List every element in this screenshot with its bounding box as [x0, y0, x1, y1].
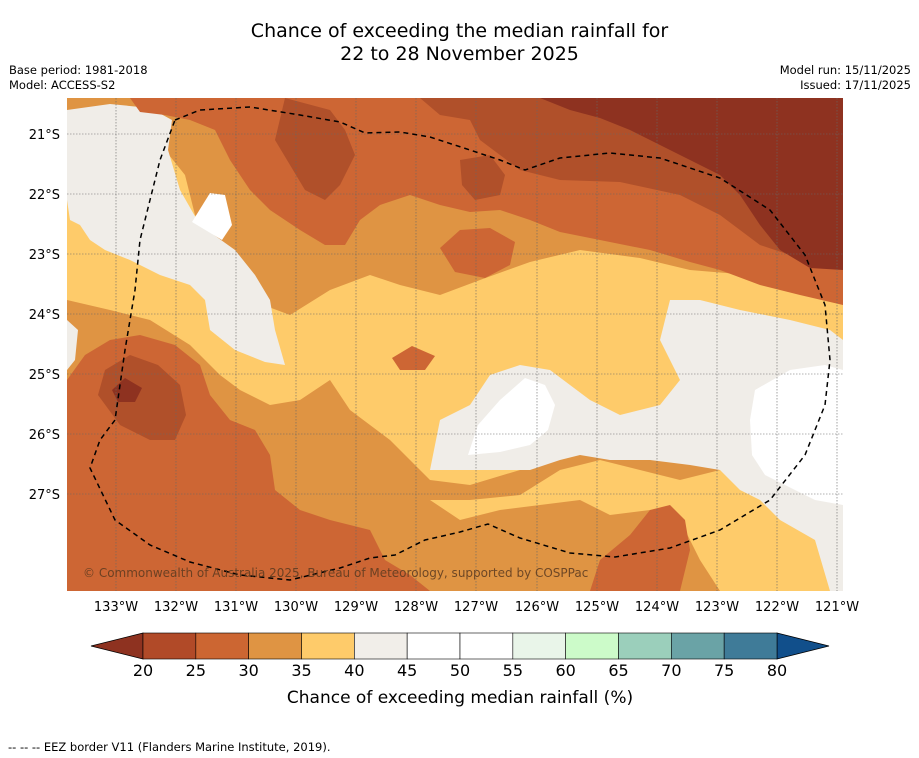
- contour-40-45-small-west: [67, 320, 78, 370]
- colorbar-cell: [301, 632, 355, 660]
- lon-gridlines: [115, 98, 838, 591]
- contour-20-25-arm: [275, 98, 355, 200]
- lat-label: 27°S: [29, 488, 60, 503]
- contour-25-30-south: [590, 505, 690, 591]
- colorbar-cell: [512, 632, 566, 660]
- colorbar-over-arrow: [776, 632, 830, 660]
- colorbar-cell: [248, 632, 302, 660]
- colorbar-cell: [671, 632, 725, 660]
- lon-label: 128°W: [394, 600, 438, 615]
- lon-label: 126°W: [515, 600, 559, 615]
- colorbar-cell: [195, 632, 249, 660]
- map-title-line-1: Chance of exceeding the median rainfall …: [250, 20, 669, 42]
- contour-below-20-southwest: [112, 378, 142, 402]
- colorbar-tick-label: 20: [133, 661, 153, 680]
- colorbar-tick-label: 75: [714, 661, 734, 680]
- lat-label: 25°S: [29, 368, 60, 383]
- colorbar-tick-label: 30: [238, 661, 258, 680]
- colorbar-tick-label: 50: [450, 661, 470, 680]
- lat-label: 21°S: [29, 128, 60, 143]
- contour-20-25-spot: [460, 155, 505, 200]
- lon-label: 132°W: [154, 600, 198, 615]
- contour-below-20-northeast: [540, 98, 843, 270]
- colorbar-cell: [618, 632, 672, 660]
- lon-label: 127°W: [454, 600, 498, 615]
- contour-45-55-east-patch: [468, 378, 555, 455]
- lat-label: 24°S: [29, 308, 60, 323]
- colorbar-tick-label: 70: [661, 661, 681, 680]
- lon-label: 129°W: [334, 600, 378, 615]
- lon-label: 125°W: [575, 600, 619, 615]
- contour-35-40-north: [67, 110, 843, 485]
- issued-date: Issued: 17/11/2025: [800, 78, 911, 92]
- colorbar-tick-label: 45: [397, 661, 417, 680]
- colorbar-tick-label: 55: [503, 661, 523, 680]
- eez-legend: -- -- -- EEZ border V11 (Flanders Marine…: [8, 740, 331, 754]
- lon-label: 123°W: [695, 600, 739, 615]
- lat-labels: 21°S 22°S 23°S 24°S 25°S 26°S 27°S: [29, 128, 60, 503]
- colorbar-cell: [723, 632, 778, 660]
- colorbar-tick-label: 60: [555, 661, 575, 680]
- contour-45-55-far-east: [750, 365, 843, 505]
- map-figure: © Commonwealth of Australia 2025, Bureau…: [29, 98, 859, 708]
- lon-label: 131°W: [214, 600, 258, 615]
- colorbar-tick-label: 65: [608, 661, 628, 680]
- colorbar-cell: [142, 632, 197, 660]
- contour-35-40-south: [430, 460, 843, 591]
- colorbar-cell: [354, 632, 408, 660]
- lat-label: 22°S: [29, 188, 60, 203]
- model-name: Model: ACCESS-S2: [9, 78, 116, 92]
- lon-labels: 133°W 132°W 131°W 130°W 129°W 128°W 127°…: [94, 600, 859, 615]
- lon-label: 130°W: [274, 600, 318, 615]
- model-run: Model run: 15/11/2025: [779, 63, 911, 77]
- lat-label: 26°S: [29, 428, 60, 443]
- lon-label: 122°W: [755, 600, 799, 615]
- colorbar-tick-label: 80: [767, 661, 787, 680]
- base-period: Base period: 1981-2018: [9, 63, 148, 77]
- lon-label: 121°W: [815, 600, 859, 615]
- copyright-notice: © Commonwealth of Australia 2025, Bureau…: [83, 566, 588, 580]
- lat-gridlines: [67, 133, 843, 495]
- lat-label: 23°S: [29, 248, 60, 263]
- colorbar-under-arrow: [90, 632, 144, 660]
- map-title-line-2: 22 to 28 November 2025: [340, 43, 579, 65]
- colorbar-tick-label: 25: [186, 661, 206, 680]
- lon-label: 133°W: [94, 600, 138, 615]
- lon-label: 124°W: [635, 600, 679, 615]
- contour-20-25-southwest: [98, 355, 186, 440]
- contour-25-30-spot: [392, 346, 435, 370]
- rainfall-contours: [67, 98, 843, 591]
- contour-40-45-east: [430, 300, 843, 591]
- colorbar: 20 25 30 35 40 45 50 55 60 65 70 75 80 Chance of exc…: [90, 632, 830, 708]
- colorbar-tick-label: 40: [344, 661, 364, 680]
- contour-25-30-center: [440, 228, 515, 278]
- eez-border: [89, 106, 831, 581]
- colorbar-cell: [565, 632, 619, 660]
- colorbar-cell: [406, 632, 461, 660]
- colorbar-cell: [459, 632, 514, 660]
- contour-45-55-west-patch: [192, 193, 232, 240]
- colorbar-tick-label: 35: [291, 661, 311, 680]
- colorbar-label: Chance of exceeding median rainfall (%): [287, 688, 633, 708]
